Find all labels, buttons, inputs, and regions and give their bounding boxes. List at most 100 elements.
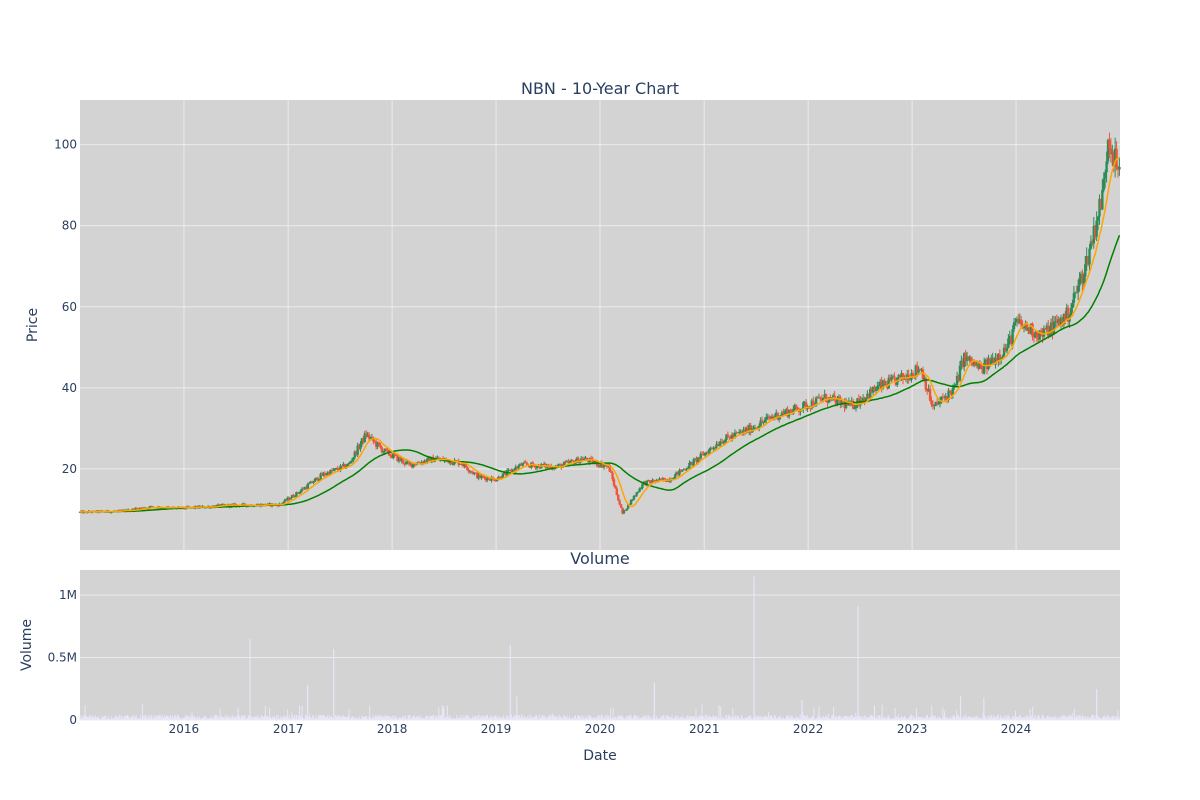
candle-body: [1010, 335, 1013, 344]
candle-body: [221, 504, 224, 506]
candle-body: [1074, 292, 1077, 294]
candle-body: [594, 461, 597, 463]
candle-body: [463, 463, 466, 467]
candle-body: [786, 409, 789, 417]
candle-body: [325, 474, 328, 476]
candle-body: [483, 476, 486, 478]
candle-body: [497, 476, 500, 480]
candle-body: [356, 445, 359, 455]
candle-body: [481, 475, 485, 477]
candle-body: [268, 503, 271, 505]
candle-body: [984, 359, 987, 364]
candle-body: [402, 459, 405, 464]
candle-body: [711, 447, 714, 449]
candle-body: [796, 407, 799, 410]
candle-body: [513, 469, 516, 471]
candle-body: [484, 477, 488, 481]
candle-body: [829, 397, 832, 398]
candle-body: [682, 469, 685, 471]
candle-body: [384, 448, 388, 450]
candle-body: [793, 405, 796, 410]
candle-body: [943, 397, 946, 399]
candle-body: [570, 460, 573, 462]
candle-body: [814, 397, 818, 406]
candle-body: [775, 412, 778, 417]
candle-body: [631, 499, 634, 501]
candle-body: [927, 388, 930, 392]
candle-body: [523, 462, 526, 464]
candle-body: [404, 461, 408, 465]
candle-body: [1113, 148, 1117, 167]
candle-body: [495, 479, 499, 481]
candle-body: [477, 474, 480, 479]
candle-body: [871, 386, 875, 393]
candle-body: [785, 409, 788, 412]
candle-body: [599, 462, 603, 467]
candle-body: [888, 377, 892, 381]
candle-body: [517, 465, 520, 469]
candle-body: [963, 352, 966, 367]
candle-body: [978, 364, 982, 369]
candle-body: [1022, 325, 1026, 329]
candle-body: [406, 461, 409, 463]
candle-body: [837, 397, 841, 398]
candle-body: [1101, 190, 1104, 210]
candle-body: [550, 465, 553, 470]
candle-body: [792, 409, 795, 414]
candle-body: [1103, 172, 1107, 179]
candle-body: [783, 411, 787, 415]
candle-body: [977, 363, 980, 369]
candle-body: [333, 468, 337, 470]
candle-body: [464, 463, 468, 468]
candle-body: [726, 434, 730, 437]
candle-body: [564, 461, 567, 463]
candle-body: [917, 369, 920, 373]
candle-body: [407, 461, 411, 464]
candle-body: [1008, 335, 1011, 339]
candle-body: [740, 431, 744, 433]
candle-body: [900, 373, 903, 378]
candle-body: [411, 463, 415, 468]
candle-body: [461, 464, 465, 467]
candle-body: [514, 466, 517, 471]
candle-body: [931, 404, 935, 406]
candle-body: [1096, 216, 1100, 221]
candle-body: [426, 458, 429, 463]
candle-body: [567, 461, 570, 463]
candle-body: [429, 457, 432, 463]
candle-body: [1071, 302, 1074, 309]
candle-body: [1011, 329, 1014, 344]
candle-body: [795, 405, 798, 408]
candle-body: [1102, 178, 1105, 191]
candle-body: [503, 472, 506, 474]
candle-body: [836, 397, 839, 406]
candle-body: [282, 501, 285, 504]
candle-body: [765, 417, 768, 420]
candle-body: [709, 447, 712, 450]
candle-body: [1035, 331, 1039, 337]
candle-body: [713, 447, 717, 449]
price-tick-label: 60: [62, 300, 77, 314]
candle-body: [987, 358, 990, 369]
candle-body: [701, 453, 704, 455]
candle-body: [742, 429, 745, 433]
candle-body: [822, 397, 825, 401]
candle-body: [675, 471, 678, 475]
candle-body: [676, 471, 680, 475]
candle-body: [605, 465, 609, 467]
candle-body: [692, 459, 695, 466]
candle-body: [359, 444, 362, 449]
candle-body: [944, 396, 947, 399]
candle-body: [447, 460, 450, 464]
candle-body: [460, 464, 463, 465]
candle-body: [893, 376, 896, 380]
candle-body: [826, 401, 829, 403]
candle-body: [319, 473, 322, 480]
candle-body: [924, 378, 927, 390]
candle-body: [937, 403, 940, 405]
candle-body: [980, 364, 983, 368]
candle-body: [1002, 347, 1006, 356]
candle-body: [612, 479, 616, 486]
candle-body: [560, 464, 563, 468]
